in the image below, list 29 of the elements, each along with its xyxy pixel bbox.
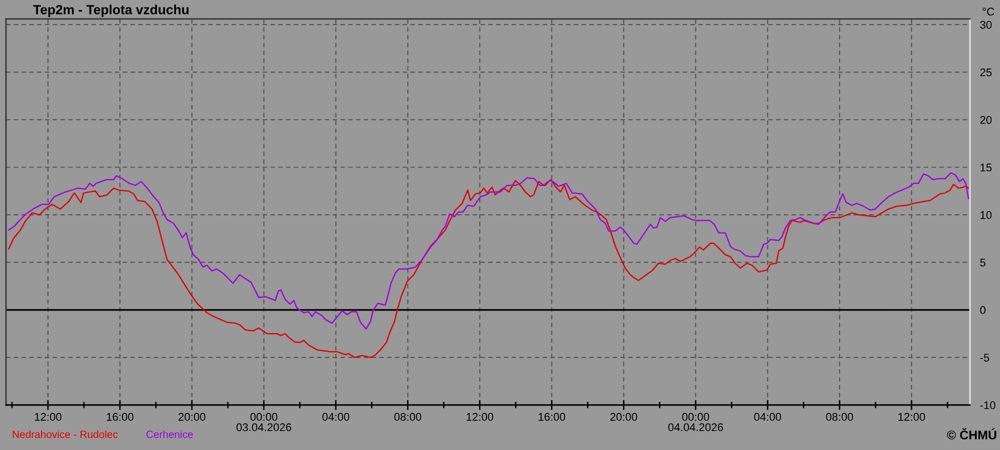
x-tick-label: 12:00 bbox=[34, 412, 62, 421]
x-tick-label: 00:00 03.04.2026 bbox=[236, 412, 292, 432]
x-tick-label: 00:00 04.04.2026 bbox=[668, 412, 723, 432]
y-tick-label: 5 bbox=[980, 258, 986, 266]
chart-title: Tep2m - Teplota vzduchu bbox=[33, 4, 189, 17]
x-tick-label: 08:00 bbox=[826, 412, 854, 421]
y-tick-label: 15 bbox=[980, 164, 992, 172]
x-tick-label: 04:00 bbox=[322, 412, 350, 421]
y-tick-label: 30 bbox=[980, 20, 992, 29]
line-series bbox=[8, 178, 970, 358]
x-tick-label: 08:00 bbox=[394, 412, 422, 421]
text: Cerhenice bbox=[146, 430, 193, 438]
text: Nedrahovice - Rudolec bbox=[12, 430, 118, 438]
y-tick-label: 10 bbox=[980, 211, 992, 219]
y-tick-label: -5 bbox=[980, 354, 990, 362]
y-axis-title: °C bbox=[982, 8, 994, 16]
x-tick-label: 12:00 bbox=[466, 412, 494, 421]
x-tick-label: 12:00 bbox=[898, 412, 925, 421]
y-tick-label: -10 bbox=[980, 401, 996, 410]
x-tick-label: 04:00 bbox=[754, 412, 782, 421]
x-tick-label: 16:00 bbox=[106, 412, 134, 421]
y-tick-label: 25 bbox=[980, 68, 992, 76]
y-tick-label: 0 bbox=[980, 306, 986, 314]
x-tick-label: 20:00 bbox=[178, 412, 206, 421]
text: © ČHMÚ bbox=[947, 428, 996, 440]
line-series bbox=[8, 172, 970, 330]
x-tick-label: 16:00 bbox=[538, 412, 566, 421]
x-tick-label: 20:00 bbox=[610, 412, 638, 421]
y-tick-label: 20 bbox=[980, 116, 992, 124]
